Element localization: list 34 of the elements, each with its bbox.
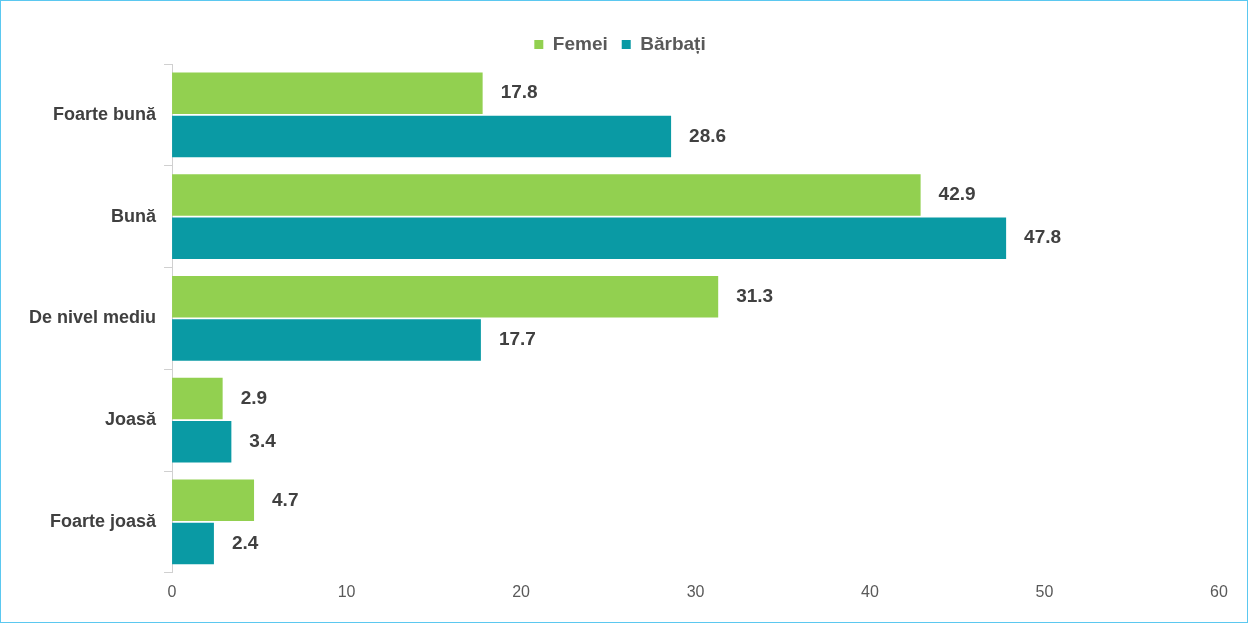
data-label: 4.7 xyxy=(272,488,299,510)
data-label: 17.7 xyxy=(498,328,536,350)
legend-label: Bărbați xyxy=(640,32,706,54)
bar xyxy=(172,319,481,361)
x-tick-label: 10 xyxy=(337,582,356,600)
y-tick-label: Foarte bună xyxy=(53,103,158,124)
x-tick-label: 0 xyxy=(167,582,177,600)
bar xyxy=(172,115,672,158)
x-tick-label: 50 xyxy=(1035,582,1054,600)
data-label: 31.3 xyxy=(736,285,774,307)
x-tick-label: 60 xyxy=(1210,582,1228,600)
bar xyxy=(172,479,255,522)
legend-label: Femei xyxy=(552,32,608,54)
y-tick-label: De nivel mediu xyxy=(28,307,157,328)
x-tick-label: 20 xyxy=(512,582,531,600)
bar xyxy=(172,217,1007,260)
data-label: 28.6 xyxy=(689,124,727,146)
data-label: 2.4 xyxy=(231,531,259,553)
x-tick-label: 40 xyxy=(861,582,880,600)
y-tick-label: Foarte joasă xyxy=(49,510,158,531)
bar xyxy=(172,522,214,565)
y-tick-label: Joasă xyxy=(104,409,158,430)
bar xyxy=(172,421,232,463)
y-tick-label: Bună xyxy=(111,205,158,226)
bar xyxy=(172,72,483,115)
data-label: 47.8 xyxy=(1024,226,1062,248)
data-label: 2.9 xyxy=(240,386,268,408)
data-label: 3.4 xyxy=(249,430,277,452)
x-tick-label: 30 xyxy=(686,582,705,600)
bar xyxy=(172,377,223,420)
data-label: 17.8 xyxy=(500,81,538,103)
bar xyxy=(172,174,921,216)
bar xyxy=(172,276,719,318)
data-label: 42.9 xyxy=(938,183,976,205)
